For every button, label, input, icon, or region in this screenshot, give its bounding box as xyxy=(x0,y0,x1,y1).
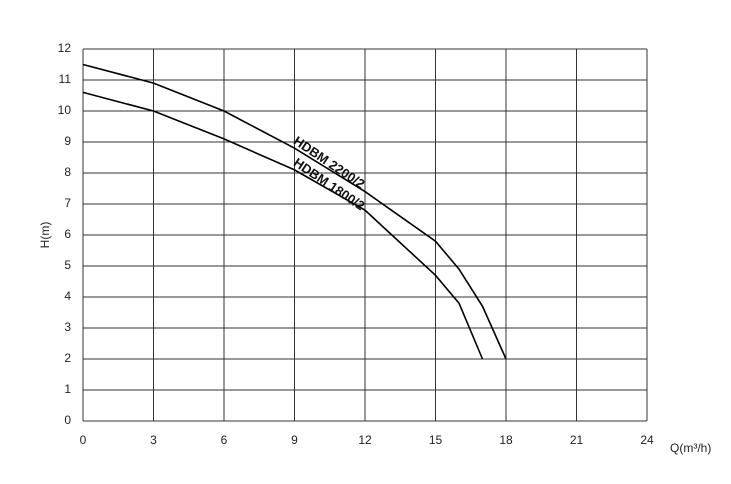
y-tick-label: 6 xyxy=(64,227,71,241)
y-tick-label: 4 xyxy=(64,289,71,303)
x-tick-label: 0 xyxy=(80,433,87,447)
y-tick-label: 5 xyxy=(64,258,71,272)
y-tick-label: 12 xyxy=(58,41,72,55)
x-tick-label: 9 xyxy=(291,433,298,447)
y-tick-label: 9 xyxy=(64,134,71,148)
x-tick-label: 12 xyxy=(358,433,372,447)
x-tick-label: 18 xyxy=(499,433,513,447)
x-tick-label: 15 xyxy=(429,433,443,447)
series-line xyxy=(82,63,507,360)
y-tick-label: 7 xyxy=(64,196,71,210)
x-tick-label: 21 xyxy=(570,433,584,447)
x-tick-label: 24 xyxy=(640,433,654,447)
x-tick-label: 6 xyxy=(221,433,228,447)
y-axis-label: H(m) xyxy=(38,222,52,249)
y-tick-label: 10 xyxy=(58,103,72,117)
y-tick-label: 3 xyxy=(64,320,71,334)
y-tick-label: 0 xyxy=(64,413,71,427)
y-tick-label: 1 xyxy=(64,382,71,396)
y-tick-label: 8 xyxy=(64,165,71,179)
x-tick-label: 3 xyxy=(150,433,157,447)
x-axis-label: Q(m³/h) xyxy=(670,441,711,455)
y-tick-label: 11 xyxy=(59,72,72,86)
series-line xyxy=(82,91,484,360)
y-tick-label: 2 xyxy=(64,351,71,365)
